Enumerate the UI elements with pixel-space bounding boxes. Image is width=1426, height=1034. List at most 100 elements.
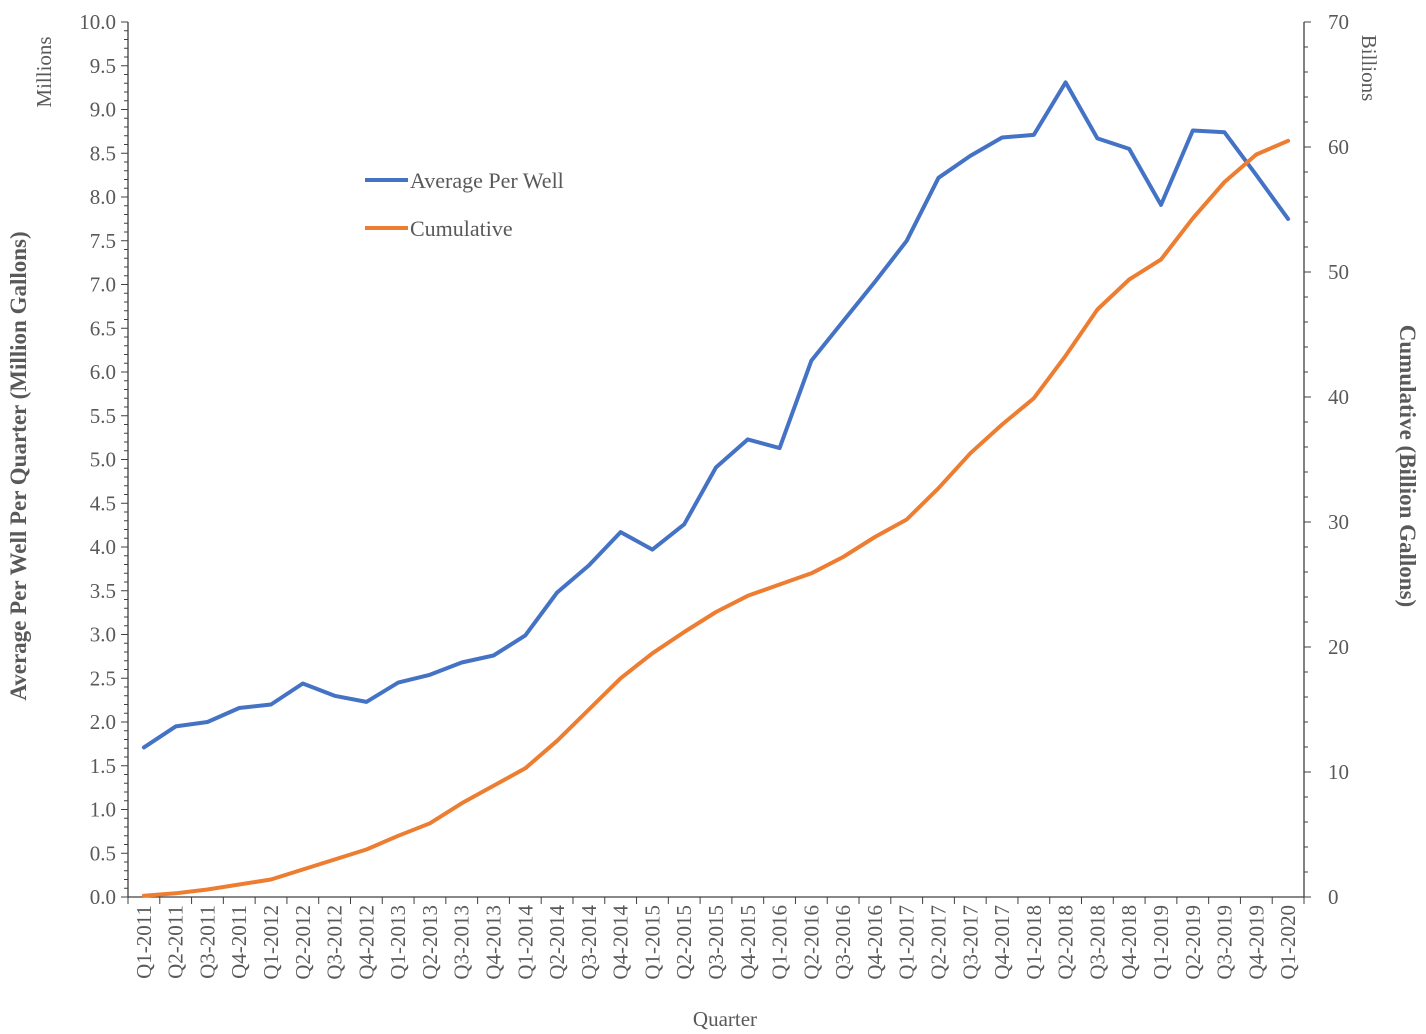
data-point-cumulative xyxy=(1033,397,1035,400)
x-tick-label: Q3-2013 xyxy=(450,905,474,980)
data-point-cumulative xyxy=(969,452,972,455)
x-tick-label: Q4-2017 xyxy=(990,905,1014,980)
data-point-average-per-well xyxy=(1160,204,1162,206)
left-tick-label: 0.0 xyxy=(90,885,116,909)
data-point-cumulative xyxy=(905,518,908,521)
left-tick-label: 7.5 xyxy=(90,229,116,253)
x-tick-label: Q2-2011 xyxy=(164,905,188,979)
series-layer xyxy=(141,80,1291,898)
x-tick-label: Q4-2014 xyxy=(609,905,633,980)
data-point-average-per-well xyxy=(969,155,972,157)
data-point-average-per-well xyxy=(1096,137,1099,140)
data-point-average-per-well xyxy=(524,634,527,637)
data-point-cumulative xyxy=(397,835,400,837)
left-tick-label: 6.0 xyxy=(90,360,116,384)
legend: Average Per Well Cumulative xyxy=(365,168,564,241)
right-tick-label: 30 xyxy=(1328,510,1349,534)
x-tick-label: Q2-2018 xyxy=(1054,905,1078,980)
x-tick-label: Q3-2018 xyxy=(1085,905,1109,980)
data-point-average-per-well xyxy=(1255,174,1258,176)
data-point-average-per-well xyxy=(1001,136,1003,139)
x-tick-label: Q4-2016 xyxy=(863,905,887,980)
data-point-cumulative xyxy=(143,895,145,897)
x-tick-label: Q1-2017 xyxy=(895,905,919,980)
data-point-cumulative xyxy=(270,878,272,881)
left-tick-label: 4.5 xyxy=(90,491,116,515)
x-tick-label: Q2-2015 xyxy=(672,905,696,980)
data-point-cumulative xyxy=(333,858,336,861)
x-tick-label: Q3-2017 xyxy=(958,905,982,980)
left-tick-label: 8.0 xyxy=(90,185,116,209)
left-tick-label: 9.5 xyxy=(90,54,116,78)
data-point-average-per-well xyxy=(810,359,813,362)
x-tick-label: Q4-2018 xyxy=(1117,905,1141,980)
left-tick-label: 10.0 xyxy=(79,10,116,34)
left-tick-label: 9.0 xyxy=(90,98,116,122)
data-point-average-per-well xyxy=(1128,148,1130,150)
data-point-cumulative xyxy=(747,595,749,597)
data-point-cumulative xyxy=(206,888,209,891)
data-point-cumulative xyxy=(1160,258,1162,261)
right-tick-label: 20 xyxy=(1328,635,1349,659)
x-tick-label: Q4-2011 xyxy=(227,905,251,979)
data-point-cumulative xyxy=(683,631,685,633)
data-point-average-per-well xyxy=(206,721,209,723)
left-tick-label: 5.5 xyxy=(90,404,116,428)
x-tick-label: Q1-2019 xyxy=(1149,905,1173,980)
data-point-average-per-well xyxy=(874,281,876,283)
data-point-cumulative xyxy=(1096,308,1099,311)
right-tick-label: 0 xyxy=(1328,885,1339,909)
data-point-average-per-well xyxy=(333,695,336,697)
left-tick-label: 0.5 xyxy=(90,841,116,865)
data-point-average-per-well xyxy=(397,681,400,684)
right-tick-label: 50 xyxy=(1328,260,1349,284)
data-point-average-per-well xyxy=(429,674,431,676)
x-tick-label: Q2-2012 xyxy=(291,905,315,980)
x-tick-label: Q1-2018 xyxy=(1022,905,1046,980)
left-tick-label: 6.5 xyxy=(90,316,116,340)
x-tick-label: Q3-2019 xyxy=(1213,905,1237,980)
data-point-average-per-well xyxy=(270,703,272,706)
data-point-cumulative xyxy=(874,536,876,538)
left-tick-label: 1.5 xyxy=(90,754,116,778)
data-point-cumulative xyxy=(429,822,431,825)
left-tick-label: 3.5 xyxy=(90,579,116,603)
right-tick-label: 40 xyxy=(1328,385,1349,409)
x-tick-label: Q1-2020 xyxy=(1276,905,1300,980)
right-tick-label: 70 xyxy=(1328,10,1349,34)
x-tick-label: Q2-2014 xyxy=(545,905,569,980)
x-tick-label: Q2-2016 xyxy=(799,905,823,980)
data-point-average-per-well xyxy=(747,438,749,441)
right-unit-label: Billions xyxy=(1357,35,1381,102)
data-point-average-per-well xyxy=(492,654,495,657)
x-tick-label: Q1-2012 xyxy=(259,905,283,980)
data-point-cumulative xyxy=(1255,153,1258,156)
x-tick-label: Q1-2015 xyxy=(640,905,664,980)
data-point-cumulative xyxy=(460,802,463,805)
data-point-average-per-well xyxy=(143,746,145,749)
data-point-average-per-well xyxy=(365,701,368,703)
axes: 0.0 0.5 1.0 1.5 2.0 2.5 3.0 3.5 4.0 4.5 5.0 5.5 6.0 6… xyxy=(79,10,1349,980)
x-tick-label: Q1-2016 xyxy=(768,905,792,980)
data-point-cumulative xyxy=(1128,278,1130,281)
data-point-cumulative xyxy=(651,652,654,655)
x-tick-label: Q2-2013 xyxy=(418,905,442,980)
data-point-cumulative xyxy=(1192,217,1194,220)
x-tick-label: Q4-2013 xyxy=(482,905,506,980)
legend-label-cumulative: Cumulative xyxy=(410,216,513,241)
x-tick-label: Q2-2017 xyxy=(926,905,950,980)
data-point-cumulative xyxy=(1223,181,1226,183)
left-tick-label: 4.0 xyxy=(90,535,116,559)
data-point-cumulative xyxy=(1001,423,1003,426)
data-point-average-per-well xyxy=(1192,129,1194,132)
x-tick-label: Q4-2012 xyxy=(354,905,378,980)
data-point-average-per-well xyxy=(683,523,685,526)
data-point-cumulative xyxy=(556,740,558,742)
left-tick-label: 2.5 xyxy=(90,666,116,690)
data-point-cumulative xyxy=(842,556,844,558)
x-tick-label: Q1-2014 xyxy=(513,905,537,980)
left-tick-label: 7.0 xyxy=(90,273,116,297)
data-point-cumulative xyxy=(1287,140,1289,142)
data-point-cumulative xyxy=(1064,355,1067,357)
